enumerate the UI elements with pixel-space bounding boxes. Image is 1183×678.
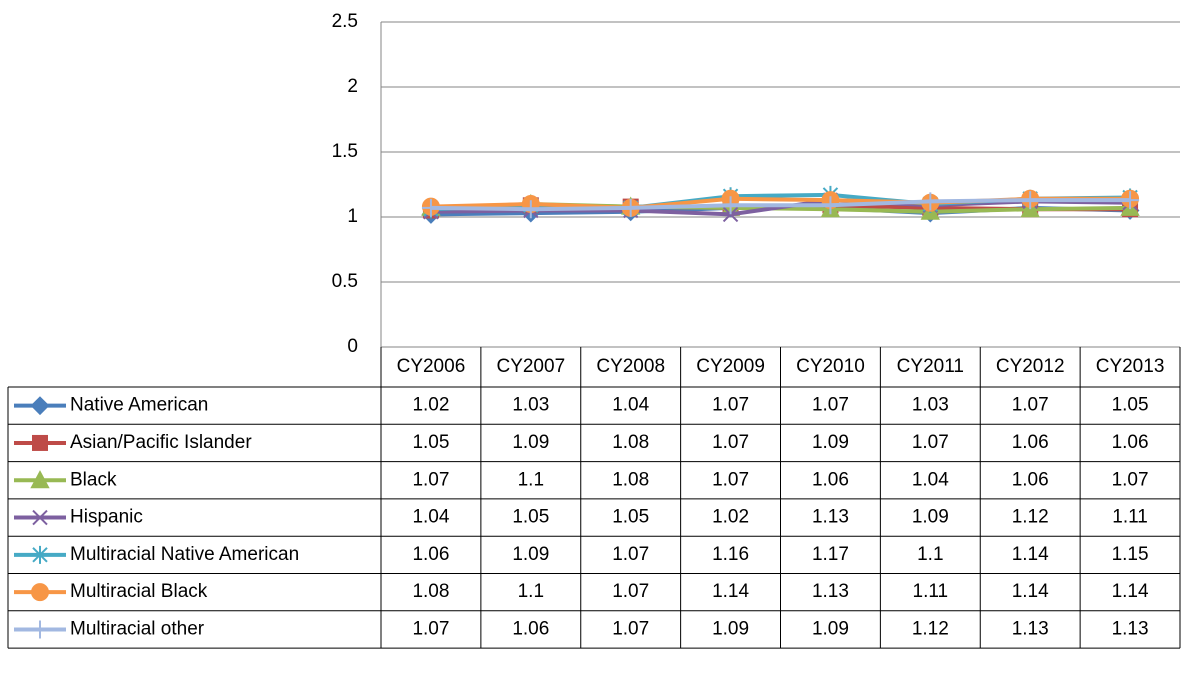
marker	[421, 198, 440, 217]
table-value: 1.07	[412, 618, 449, 639]
series-line	[430, 198, 1131, 212]
table-value: 1.06	[1012, 469, 1049, 490]
x-tick-label: CY2011	[897, 356, 964, 377]
marker	[721, 196, 740, 215]
table-value: 1.14	[1112, 581, 1149, 602]
marker	[1021, 191, 1040, 210]
legend-label: Black	[70, 469, 117, 490]
table-value: 1.06	[1012, 432, 1049, 453]
table-value: 1.02	[712, 507, 749, 528]
marker	[1121, 191, 1140, 210]
y-tick-label: 0.5	[332, 271, 358, 292]
y-tick-label: 2	[347, 76, 358, 97]
table-value: 1.07	[912, 432, 949, 453]
table-value: 1.07	[1012, 395, 1049, 416]
table-value: 1.07	[1112, 469, 1149, 490]
legend-marker	[32, 545, 48, 564]
table-value: 1.12	[912, 618, 949, 639]
table-value: 1.1	[518, 469, 544, 490]
table-value: 1.03	[512, 395, 549, 416]
x-tick-label: CY2007	[496, 356, 565, 377]
table-value: 1.05	[512, 507, 549, 528]
legend-marker	[30, 470, 50, 489]
marker	[621, 198, 640, 217]
y-tick-label: 2.5	[332, 11, 358, 32]
table-value: 1.11	[913, 581, 949, 602]
table-value: 1.11	[1112, 507, 1148, 528]
marker	[521, 200, 540, 219]
table-value: 1.07	[612, 544, 649, 565]
table-value: 1.04	[612, 395, 649, 416]
x-tick-label: CY2012	[996, 356, 1065, 377]
x-tick-label: CY2008	[596, 356, 665, 377]
legend-marker	[31, 583, 49, 602]
table-value: 1.13	[1012, 618, 1049, 639]
table-value: 1.08	[412, 581, 449, 602]
table-value: 1.05	[612, 507, 649, 528]
marker	[821, 196, 840, 215]
table-value: 1.09	[712, 618, 749, 639]
table-value: 1.09	[812, 432, 849, 453]
table-value: 1.09	[512, 544, 549, 565]
x-tick-label: CY2010	[796, 356, 865, 377]
table-value: 1.14	[712, 581, 749, 602]
marker	[722, 206, 739, 223]
table-value: 1.07	[712, 432, 749, 453]
table-value: 1.07	[812, 395, 849, 416]
legend-label: Asian/Pacific Islander	[70, 432, 252, 453]
legend-marker	[32, 509, 48, 526]
table-value: 1.04	[912, 469, 949, 490]
legend-label: Native American	[70, 395, 208, 416]
series	[421, 191, 1140, 219]
table-value: 1.09	[812, 618, 849, 639]
table-value: 1.04	[412, 507, 449, 528]
table-value: 1.05	[412, 432, 449, 453]
legend-label: Multiracial other	[70, 618, 205, 639]
table-value: 1.06	[512, 618, 549, 639]
table-value: 1.08	[612, 469, 649, 490]
table-value: 1.16	[712, 544, 749, 565]
legend-label: Hispanic	[70, 507, 143, 528]
table-value: 1.03	[912, 395, 949, 416]
x-tick-label: CY2013	[1096, 356, 1165, 377]
table-value: 1.12	[1012, 507, 1049, 528]
table-value: 1.05	[1112, 395, 1149, 416]
table-value: 1.14	[1012, 581, 1049, 602]
table-value: 1.14	[1012, 544, 1049, 565]
x-tick-label: CY2009	[696, 356, 765, 377]
legend-marker	[30, 396, 50, 416]
table-value: 1.06	[412, 544, 449, 565]
y-tick-label: 1.5	[332, 141, 358, 162]
table-value: 1.08	[612, 432, 649, 453]
table-value: 1.07	[712, 395, 749, 416]
table-value: 1.1	[917, 544, 943, 565]
table-value: 1.07	[612, 581, 649, 602]
table-value: 1.13	[812, 507, 849, 528]
table-value: 1.09	[912, 507, 949, 528]
y-tick-label: 1	[347, 206, 358, 227]
legend-marker	[31, 620, 49, 639]
table-value: 1.09	[512, 432, 549, 453]
table-value: 1.02	[412, 395, 449, 416]
y-tick-label: 0	[347, 336, 358, 357]
table-value: 1.15	[1112, 544, 1149, 565]
marker	[921, 192, 940, 211]
table-value: 1.07	[712, 469, 749, 490]
table-value: 1.17	[812, 544, 849, 565]
x-tick-label: CY2006	[397, 356, 466, 377]
table-value: 1.06	[812, 469, 849, 490]
table-value: 1.13	[812, 581, 849, 602]
table-value: 1.07	[412, 469, 449, 490]
table-value: 1.06	[1112, 432, 1149, 453]
legend-label: Multiracial Native American	[70, 544, 299, 565]
legend-marker	[32, 434, 48, 451]
table-value: 1.07	[612, 618, 649, 639]
table-value: 1.13	[1112, 618, 1149, 639]
legend-label: Multiracial Black	[70, 581, 208, 602]
table-value: 1.1	[518, 581, 544, 602]
